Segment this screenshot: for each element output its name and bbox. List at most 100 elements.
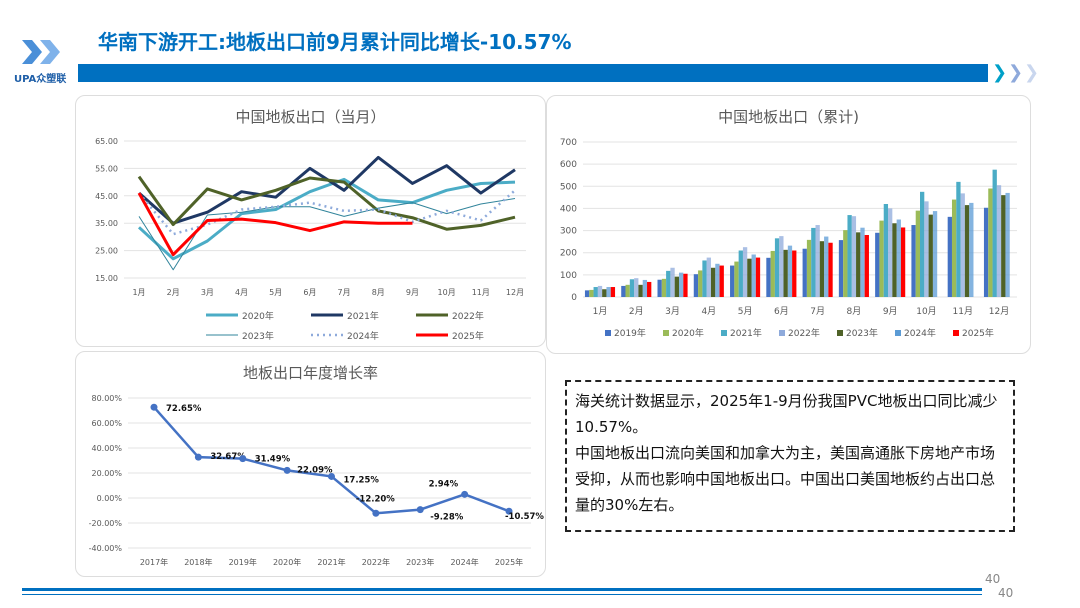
cumulative-export-chart: 中国地板出口（累计) 0 100 200 300 400 500 600 700 1月 2月 3月 4月…	[546, 95, 1031, 354]
legend-swatch	[605, 330, 611, 336]
commentary-paragraph: 海关统计数据显示，2025年1-9月份我国PVC地板出口同比减少10.57%。	[575, 392, 998, 436]
x-tick-label: 1月	[593, 306, 608, 317]
bar-2021年	[883, 204, 889, 297]
y-tick-label: 80.00%	[91, 394, 122, 403]
data-label: 32.67%	[210, 452, 246, 462]
data-label: 72.65%	[166, 404, 202, 414]
x-tick-label: 2024年	[450, 557, 478, 567]
bar-2023年	[819, 241, 825, 297]
y-tick-label: 400	[560, 204, 577, 214]
chart-title: 地板出口年度增长率	[243, 364, 378, 382]
bar-2020年	[843, 230, 848, 297]
data-label: 2.94%	[429, 479, 459, 489]
bar-2025年	[828, 242, 833, 297]
x-tick-label: 3月	[201, 288, 214, 297]
legend-label: 2024年	[904, 327, 936, 339]
bar-2023年	[964, 205, 970, 297]
bar-2021年	[956, 181, 961, 297]
bar-2021年	[738, 250, 743, 297]
legend-label: 2021年	[347, 310, 379, 322]
bar-2021年	[811, 227, 816, 297]
y-tick-label: 0.00%	[97, 494, 123, 503]
bar-2019年	[875, 232, 880, 297]
y-tick-label: 700	[560, 138, 577, 148]
x-tick-label: 4月	[235, 288, 248, 297]
y-tick-label: 300	[560, 227, 577, 237]
chevron-icon: ❯	[1024, 62, 1040, 83]
bar-2024年	[787, 245, 793, 297]
y-tick-label: 55.00	[95, 164, 118, 173]
legend-swatch	[663, 330, 669, 336]
data-point	[194, 453, 202, 461]
legend-label: 2019年	[614, 327, 646, 339]
bar-2022年	[888, 208, 893, 297]
bar-2025年	[792, 250, 797, 297]
chart-title: 中国地板出口（当月）	[235, 108, 385, 126]
legend-label: 2022年	[452, 310, 484, 322]
bar-2021年	[847, 215, 852, 297]
legend-label: 2020年	[672, 327, 704, 339]
bar-2024年	[932, 211, 938, 297]
commentary-box: 海关统计数据显示，2025年1-9月份我国PVC地板出口同比减少10.57%。 …	[565, 380, 1015, 532]
y-tick-label: 40.00%	[91, 444, 122, 453]
x-tick-label: 2021年	[317, 557, 345, 567]
x-tick-label: 12月	[989, 306, 1009, 317]
bar-2019年	[911, 225, 916, 297]
x-tick-label: 9月	[406, 288, 419, 297]
bar-2021年	[992, 169, 997, 297]
chevron-icon: ❯	[1008, 62, 1024, 83]
legend-swatch	[953, 330, 959, 336]
x-tick-label: 5月	[738, 306, 753, 317]
bar-2023年	[1001, 195, 1006, 297]
series-line-2020年	[137, 177, 516, 261]
bar-2019年	[947, 216, 952, 297]
data-label: 22.09%	[297, 465, 333, 475]
bar-2023年	[783, 249, 788, 297]
x-tick-label: 2018年	[184, 557, 212, 567]
bar-2021年	[629, 279, 635, 297]
series-line-2022年	[137, 175, 516, 231]
page-title: 华南下游开工:地板出口前9月累计同比增长-10.57%	[98, 30, 572, 54]
data-label: 31.49%	[255, 455, 291, 465]
bar-2020年	[879, 220, 884, 297]
monthly-export-chart: 中国地板出口（当月） 15.00 25.00 35.00 45.00 55.00 65.00…	[75, 95, 546, 347]
y-tick-label: 20.00%	[91, 469, 122, 478]
bar-2021年	[920, 191, 925, 297]
bar-2020年	[915, 210, 921, 297]
bar-2020年	[698, 270, 703, 297]
data-label: 17.25%	[344, 475, 380, 485]
bar-2021年	[593, 287, 598, 297]
legend-swatch	[837, 330, 843, 336]
y-tick-label: 25.00	[95, 247, 118, 256]
bar-2022年	[779, 236, 784, 297]
legend-label: 2023年	[242, 330, 274, 342]
x-tick-label: 10月	[916, 306, 936, 317]
x-tick-label: 5月	[269, 288, 282, 297]
bar-2024年	[860, 227, 865, 297]
bar-2022年	[851, 216, 857, 297]
y-tick-label: 200	[560, 249, 577, 259]
bar-2022年	[634, 278, 639, 297]
data-point	[328, 472, 335, 480]
bar-2020年	[806, 239, 812, 297]
x-tick-label: 1月	[132, 288, 145, 297]
bar-2024年	[606, 287, 611, 297]
chart-title: 中国地板出口（累计)	[718, 108, 859, 126]
footer-line	[22, 588, 982, 591]
data-point	[505, 507, 513, 515]
x-tick-label: 8月	[847, 306, 862, 317]
y-tick-label: -40.00%	[89, 544, 123, 553]
legend-swatch	[779, 330, 785, 336]
x-tick-label: 10月	[438, 288, 456, 297]
logo-text: UPA众塑联	[14, 74, 67, 85]
x-tick-label: 7月	[338, 288, 351, 297]
bar-2022年	[742, 247, 748, 297]
legend-label: 2021年	[730, 327, 762, 339]
legend-label: 2022年	[788, 327, 820, 339]
bar-2022年	[815, 225, 820, 297]
y-tick-label: 60.00%	[91, 419, 122, 428]
bar-2024年	[678, 272, 684, 297]
legend-label: 2024年	[347, 330, 379, 342]
bar-2025年	[647, 281, 652, 297]
bar-2024年	[824, 236, 829, 297]
